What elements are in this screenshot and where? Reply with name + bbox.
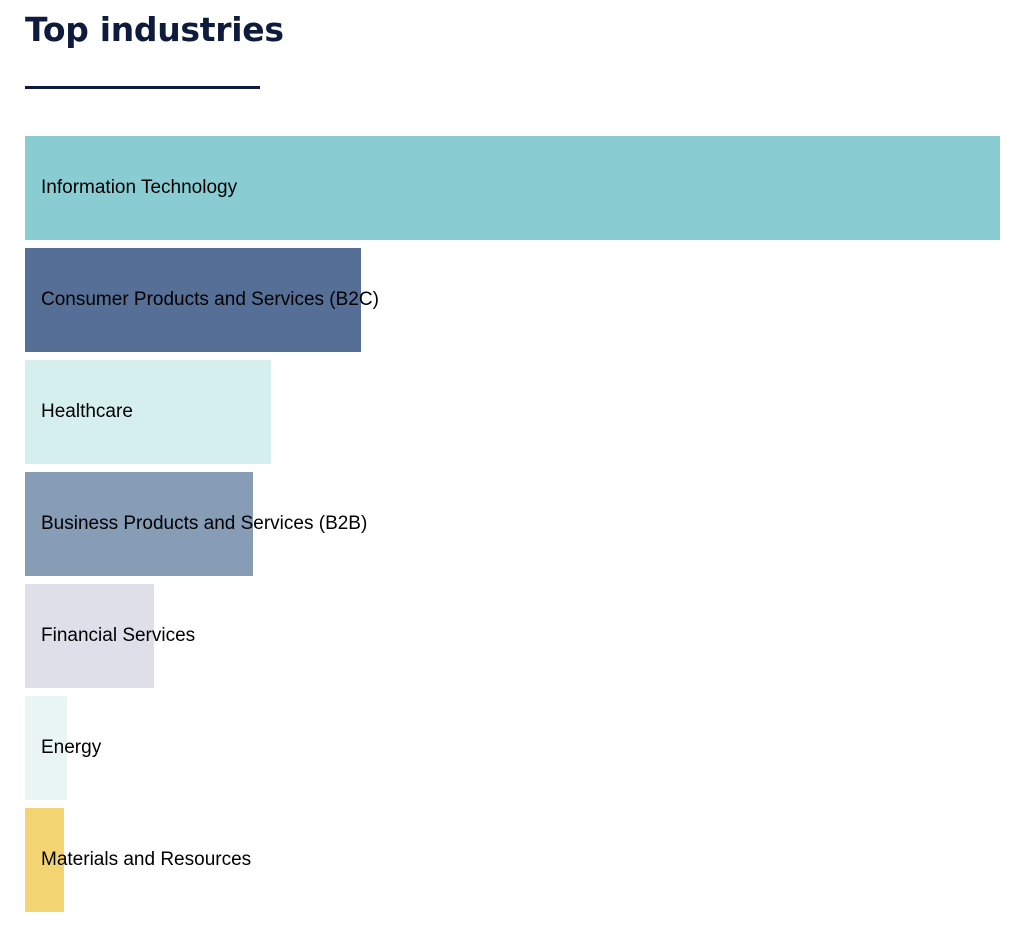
bar-label: Consumer Products and Services (B2C)	[41, 289, 379, 310]
bar[interactable]	[25, 136, 1000, 240]
bar-row: Consumer Products and Services (B2C)	[25, 248, 1000, 352]
bar-label: Materials and Resources	[41, 849, 252, 870]
title-underline	[25, 86, 260, 89]
bar[interactable]	[25, 248, 362, 352]
bar-row: Business Products and Services (B2B)	[25, 472, 1000, 576]
bar[interactable]	[25, 808, 64, 912]
bar[interactable]	[25, 584, 154, 688]
bar[interactable]	[25, 696, 67, 800]
bar-label: Business Products and Services (B2B)	[41, 513, 368, 534]
bar[interactable]	[25, 472, 254, 576]
bar-label: Information Technology	[41, 177, 238, 198]
bar[interactable]	[25, 360, 271, 464]
bar-label: Healthcare	[41, 401, 133, 422]
chart-title: Top industries	[25, 10, 284, 49]
bar-label: Financial Services	[41, 625, 196, 646]
bar-chart: Information Technology Consumer Products …	[25, 136, 1000, 920]
bar-label: Energy	[41, 737, 102, 758]
bar-row: Information Technology	[25, 136, 1000, 240]
bar-row: Healthcare	[25, 360, 1000, 464]
bar-row: Energy	[25, 696, 1000, 800]
bar-row: Materials and Resources	[25, 808, 1000, 912]
bar-row: Financial Services	[25, 584, 1000, 688]
